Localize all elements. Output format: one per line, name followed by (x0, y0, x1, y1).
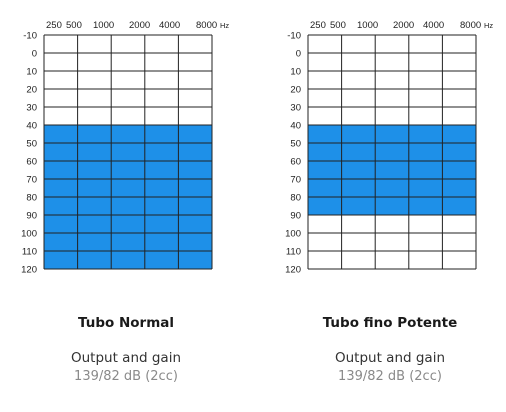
y-tick-label: 40 (290, 121, 301, 132)
y-tick-label: 120 (21, 265, 37, 276)
output-gain-value: 139/82 dB (2cc) (74, 369, 178, 384)
x-tick-label: 4000 (159, 20, 180, 31)
y-tick-label: 80 (26, 193, 37, 204)
y-tick-label: 0 (32, 49, 37, 60)
x-tick-label: 1000 (93, 20, 114, 31)
y-tick-label: 60 (290, 157, 301, 168)
x-tick-label: 250 (46, 20, 62, 31)
x-tick-label: 250 (310, 20, 326, 31)
audiogram-plot: -10 0 10 20 30 40 50 60 70 80 90 100 110 120 250 500 100… (285, 20, 493, 276)
y-tick-label: 30 (26, 103, 37, 114)
y-tick-label: 90 (290, 211, 301, 222)
fitting-range-band (308, 125, 476, 215)
x-unit-label: Hz (220, 21, 229, 30)
y-tick-label: 10 (26, 67, 37, 78)
x-tick-label: 8000 (460, 20, 481, 31)
chart-title: Tubo Normal (77, 315, 174, 331)
x-tick-label: 2000 (129, 20, 150, 31)
x-tick-label: 500 (330, 20, 346, 31)
y-tick-label: 90 (26, 211, 37, 222)
y-tick-label: 0 (296, 49, 301, 60)
y-tick-label: 10 (290, 67, 301, 78)
y-tick-label: 20 (290, 85, 301, 96)
x-tick-label: 8000 (196, 20, 217, 31)
y-tick-label: 40 (26, 121, 37, 132)
caption-tubo-fino-potente: Tubo fino Potente Output and gain 139/82… (280, 315, 500, 384)
y-tick-label: 50 (290, 139, 301, 150)
y-tick-label: 60 (26, 157, 37, 168)
caption-tubo-normal: Tubo Normal Output and gain 139/82 dB (2… (16, 315, 236, 384)
x-tick-label: 500 (66, 20, 82, 31)
chart-title: Tubo fino Potente (322, 315, 458, 331)
y-tick-label: 100 (21, 229, 37, 240)
y-tick-label: 20 (26, 85, 37, 96)
y-tick-label: 70 (26, 175, 37, 186)
y-tick-label: 30 (290, 103, 301, 114)
y-tick-label: 50 (26, 139, 37, 150)
output-gain-label: Output and gain (334, 350, 446, 366)
x-tick-label: 2000 (393, 20, 414, 31)
y-tick-label: 70 (290, 175, 301, 186)
output-gain-value: 139/82 dB (2cc) (338, 369, 442, 384)
y-tick-label: 100 (285, 229, 301, 240)
x-unit-label: Hz (484, 21, 493, 30)
y-tick-label: 110 (22, 247, 37, 258)
output-gain-label: Output and gain (70, 350, 182, 366)
audiogram-plot: -10 0 10 20 30 40 50 60 70 80 90 100 110 120 250 500 100… (21, 20, 229, 276)
y-tick-label: 110 (286, 247, 301, 258)
y-tick-label: -10 (287, 31, 301, 42)
y-tick-label: 120 (285, 265, 301, 276)
y-tick-label: -10 (23, 31, 37, 42)
x-tick-label: 4000 (423, 20, 444, 31)
y-tick-label: 80 (290, 193, 301, 204)
x-tick-label: 1000 (357, 20, 378, 31)
